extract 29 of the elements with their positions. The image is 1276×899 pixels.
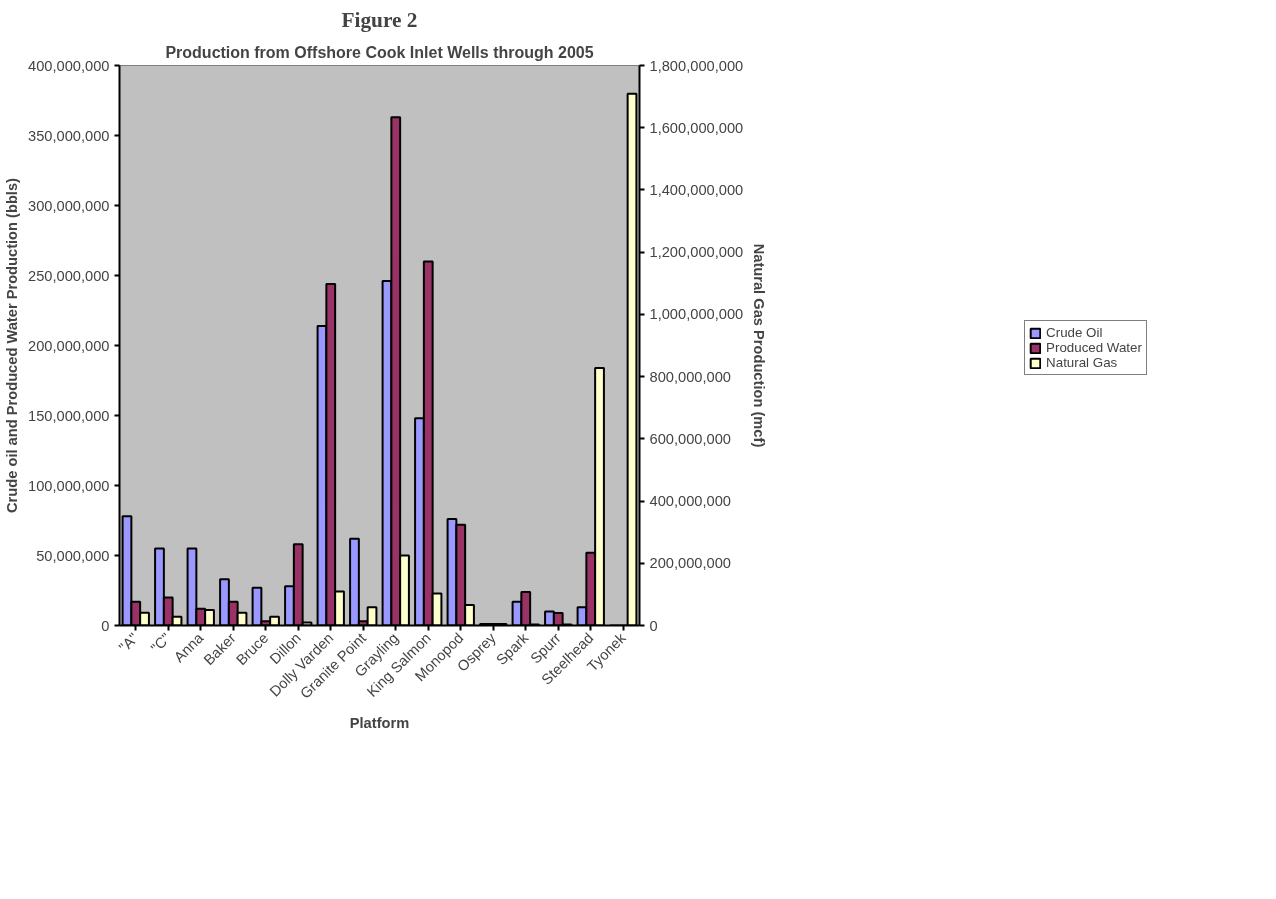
y-tick-label: 0 [101, 617, 110, 634]
y2-tick-label: 200,000,000 [649, 555, 732, 572]
y2-tick-label: 1,800,000,000 [649, 57, 744, 74]
y-axis-title: Crude oil and Produced Water Production (bbls) [4, 177, 20, 513]
y-tick-label: 150,000,000 [28, 407, 110, 424]
chart-title: Figure 2 [341, 7, 418, 32]
y-tick-label: 300,000,000 [28, 197, 110, 214]
y2-tick-label: 600,000,000 [649, 430, 732, 447]
y2-tick-label: 1,600,000,000 [649, 119, 744, 136]
y-tick-label: 400,000,000 [28, 57, 110, 74]
x-tick-label: "A" [115, 629, 142, 656]
chart-subtitle: Production from Offshore Cook Inlet Wells through 2005 [165, 43, 594, 61]
y2-tick-label: 400,000,000 [649, 493, 732, 510]
y-tick-label: 350,000,000 [28, 127, 110, 144]
legend-label: Natural Gas [1046, 355, 1118, 370]
x-axis-title: Platform [349, 715, 410, 732]
y2-axis-title: Natural Gas Production (mcf) [751, 243, 768, 448]
y-tick-label: 250,000,000 [28, 267, 110, 284]
y-tick-label: 100,000,000 [28, 477, 110, 494]
y2-tick-label: 1,400,000,000 [649, 181, 744, 198]
x-tick-label: "C" [147, 629, 174, 656]
y2-tick-label: 1,200,000,000 [649, 244, 744, 261]
y2-tick-label: 800,000,000 [649, 368, 732, 385]
legend-label: Produced Water [1046, 340, 1142, 355]
y2-tick-label: 1,000,000,000 [649, 306, 744, 323]
y2-tick-label: 0 [649, 617, 658, 634]
y-tick-label: 200,000,000 [28, 337, 110, 354]
y-tick-label: 50,000,000 [36, 547, 110, 564]
legend-label: Crude Oil [1046, 325, 1103, 340]
